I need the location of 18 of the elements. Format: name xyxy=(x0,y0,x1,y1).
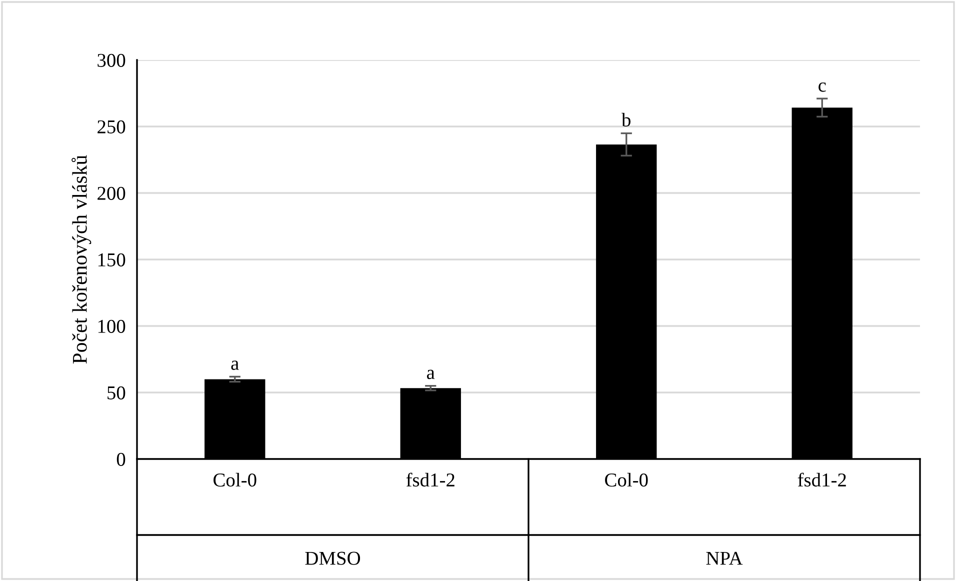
annotation: a xyxy=(426,370,435,380)
y-tick-label: 200 xyxy=(98,186,126,200)
x-tick-label: fsd1-2 xyxy=(406,472,454,487)
y-tick-label: 300 xyxy=(98,54,126,67)
x-tick-label: Col-0 xyxy=(605,472,648,487)
annotation: b xyxy=(622,112,630,127)
y-tick-label: 50 xyxy=(108,386,126,400)
x-tick-label: fsd1-2 xyxy=(798,472,846,487)
annotation: c xyxy=(818,82,826,92)
annotation: a xyxy=(231,360,239,370)
y-tick-label: 150 xyxy=(98,253,126,266)
y-axis-title: Počet kořenových vlásků xyxy=(72,155,92,364)
y-tick-label: 250 xyxy=(98,120,126,134)
y-tick-label: 0 xyxy=(116,452,126,466)
x-tick-label: Col-0 xyxy=(214,472,256,487)
text: NPA xyxy=(706,552,743,565)
y-tick-label: 100 xyxy=(98,320,126,333)
text: DMSO xyxy=(305,552,360,565)
